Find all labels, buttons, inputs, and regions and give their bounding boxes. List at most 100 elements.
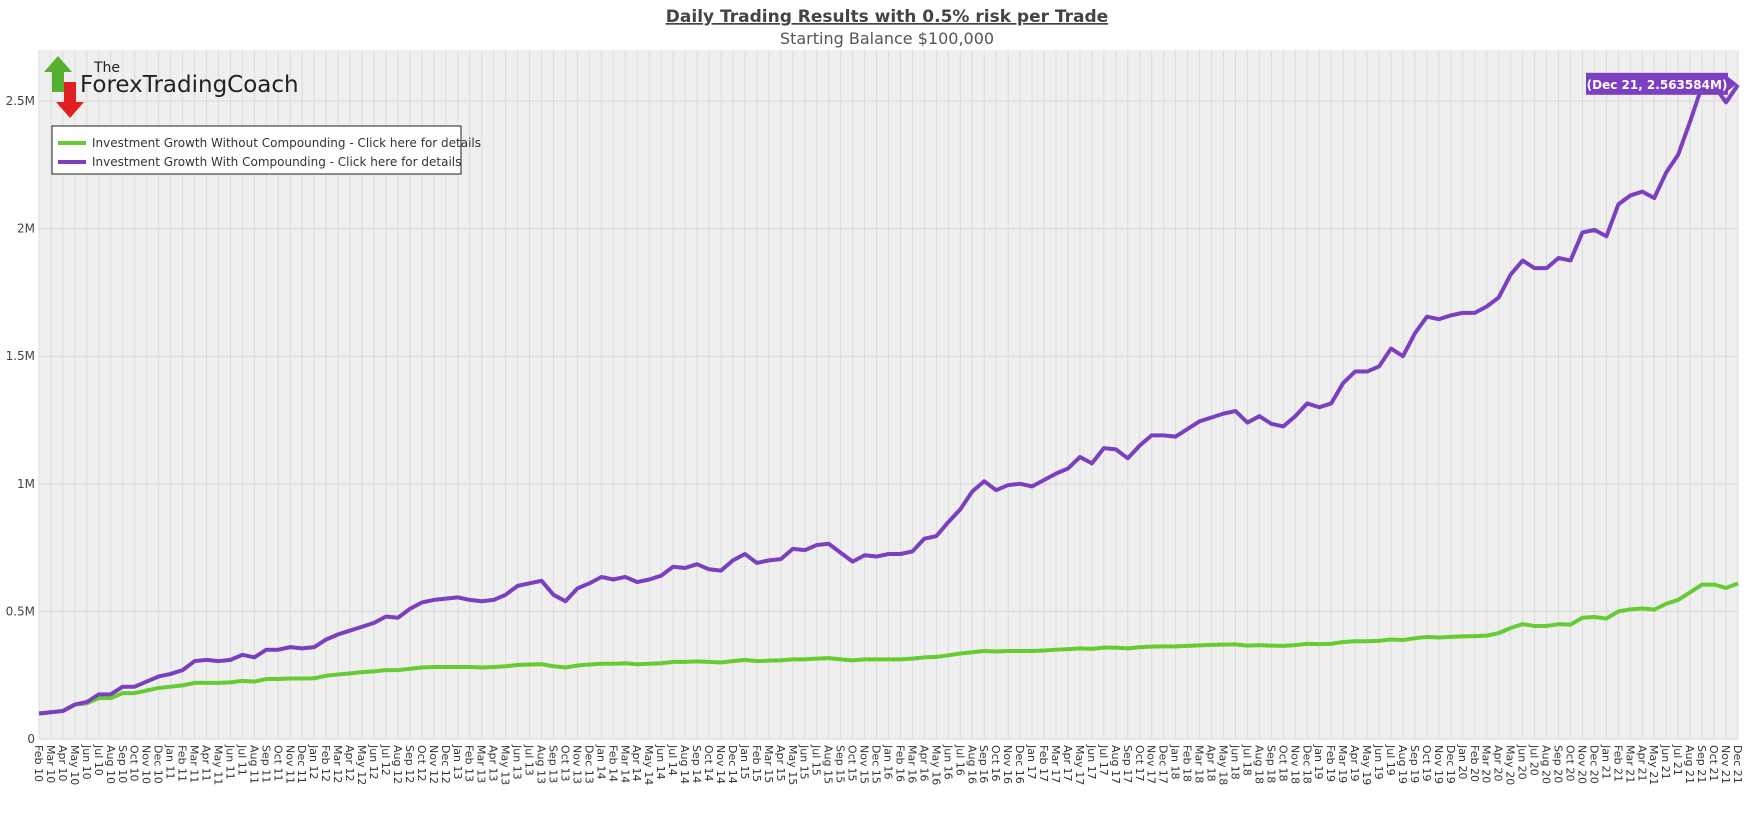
- x-tick-label: Jul 18: [1240, 744, 1253, 776]
- x-tick-label: Feb 12: [319, 745, 332, 782]
- x-tick-label: Jul 12: [379, 744, 392, 776]
- x-tick-label: Aug 13: [535, 745, 548, 784]
- x-tick-label: Oct 14: [702, 745, 715, 782]
- x-tick-label: Sep 19: [1408, 745, 1421, 783]
- y-tick-label: 2.5M: [6, 94, 35, 108]
- x-tick-label: Sep 21: [1695, 745, 1708, 783]
- x-tick-label: Jan 18: [1169, 744, 1182, 779]
- x-tick-label: Jun 12: [367, 744, 380, 780]
- x-tick-label: Feb 15: [750, 745, 763, 782]
- x-tick-label: Jul 20: [1528, 744, 1541, 776]
- x-tick-label: Jul 11: [235, 744, 248, 776]
- x-tick-label: Nov 14: [714, 745, 727, 784]
- x-tick-label: Jul 16: [953, 744, 966, 776]
- x-tick-label: May 16: [929, 745, 942, 785]
- x-tick-label: Jun 15: [798, 744, 811, 780]
- x-tick-label: Mar 11: [188, 745, 201, 783]
- x-tick-label: Oct 17: [1133, 745, 1146, 782]
- x-tick-label: Jun 11: [223, 744, 236, 780]
- x-tick-label: Mar 17: [1049, 745, 1062, 783]
- x-tick-label: Sep 14: [690, 745, 703, 783]
- logo: The ForexTradingCoach: [44, 56, 299, 118]
- x-tick-label: Jan 12: [307, 744, 320, 779]
- x-tick-label: Feb 16: [893, 745, 906, 782]
- x-tick-label: Dec 13: [582, 745, 595, 784]
- x-tick-label: Sep 18: [1264, 745, 1277, 783]
- x-tick-label: Mar 10: [44, 745, 57, 783]
- x-tick-label: Jan 11: [164, 744, 177, 779]
- x-tick-label: Mar 19: [1336, 745, 1349, 783]
- x-tick-label: Nov 18: [1288, 745, 1301, 784]
- x-tick-label: Oct 20: [1563, 745, 1576, 782]
- x-tick-label: Apr 14: [630, 745, 643, 782]
- x-tick-label: Jan 15: [738, 744, 751, 779]
- x-tick-label: Aug 15: [822, 745, 835, 784]
- annotation: (Dec 21, 2.563584M): [1586, 72, 1737, 95]
- x-tick-label: Dec 21: [1731, 745, 1744, 784]
- x-tick-label: Feb 21: [1611, 745, 1624, 782]
- x-tick-label: Apr 11: [200, 745, 213, 782]
- x-tick-label: Dec 20: [1587, 745, 1600, 784]
- x-tick-label: Jan 19: [1312, 744, 1325, 779]
- x-tick-label: Jan 17: [1025, 744, 1038, 779]
- x-tick-label: Nov 20: [1575, 745, 1588, 784]
- x-tick-label: Dec 16: [1013, 745, 1026, 784]
- x-tick-label: Jun 16: [941, 744, 954, 780]
- x-tick-label: Dec 12: [439, 745, 452, 784]
- x-tick-label: Aug 16: [965, 745, 978, 784]
- x-tick-label: Sep 20: [1552, 745, 1565, 783]
- x-tick-label: Feb 20: [1468, 745, 1481, 782]
- logo-down-arrow: [56, 82, 84, 118]
- series-line: [38, 581, 1739, 716]
- x-tick-label: Aug 17: [1109, 745, 1122, 784]
- x-tick-label: Oct 15: [846, 745, 859, 782]
- x-tick-label: Nov 12: [427, 745, 440, 784]
- x-tick-label: Aug 20: [1540, 745, 1553, 784]
- series-line: [38, 83, 1740, 716]
- x-tick-label: Nov 10: [140, 745, 153, 784]
- logo-text: The: [93, 60, 120, 76]
- x-tick-label: Jul 19: [1384, 744, 1397, 776]
- x-tick-label: Aug 21: [1683, 745, 1696, 784]
- legend-label[interactable]: Investment Growth With Compounding - Cli…: [92, 155, 461, 169]
- x-tick-label: Nov 11: [283, 745, 296, 784]
- x-tick-label: Feb 18: [1181, 745, 1194, 782]
- x-tick-label: Jun 17: [1085, 744, 1098, 780]
- x-tick-label: Feb 17: [1037, 745, 1050, 782]
- y-tick-label: 1.5M: [6, 349, 35, 363]
- x-tick-label: Mar 12: [331, 745, 344, 783]
- x-tick-label: Jul 13: [523, 744, 536, 776]
- x-tick-label: Mar 21: [1623, 745, 1636, 783]
- x-tick-label: Apr 15: [774, 745, 787, 782]
- x-tick-label: Oct 16: [989, 745, 1002, 782]
- x-tick-label: Nov 21: [1719, 745, 1732, 784]
- x-tick-label: May 18: [1217, 745, 1230, 785]
- x-tick-label: Feb 14: [606, 745, 619, 782]
- x-tick-label: Oct 12: [415, 745, 428, 782]
- x-tick-label: Oct 21: [1707, 745, 1720, 782]
- logo-text: ForexTradingCoach: [80, 72, 299, 98]
- x-tick-label: Jun 19: [1372, 744, 1385, 780]
- x-tick-label: Mar 15: [762, 745, 775, 783]
- x-tick-label: Aug 11: [247, 745, 260, 784]
- legend-label[interactable]: Investment Growth Without Compounding - …: [92, 136, 481, 150]
- x-tick-label: May 13: [499, 745, 512, 785]
- logo-up-arrow: [44, 56, 72, 92]
- x-tick-label: Aug 18: [1252, 745, 1265, 784]
- x-tick-label: Dec 10: [152, 745, 165, 784]
- legend-box: [51, 125, 462, 175]
- x-tick-label: May 21: [1647, 745, 1660, 785]
- x-tick-label: Aug 12: [391, 745, 404, 784]
- x-tick-label: Jan 16: [882, 744, 895, 779]
- x-tick-label: May 14: [642, 745, 655, 785]
- x-tick-label: Dec 17: [1157, 745, 1170, 784]
- x-tick-label: Apr 10: [56, 745, 69, 782]
- x-tick-label: Apr 17: [1061, 745, 1074, 782]
- x-tick-label: May 19: [1360, 745, 1373, 785]
- y-tick-label: 0.5M: [6, 604, 35, 618]
- x-tick-label: Feb 10: [32, 745, 45, 782]
- x-tick-label: Jun 18: [1228, 744, 1241, 780]
- x-tick-label: Mar 14: [618, 745, 631, 783]
- chart-subtitle: Starting Balance $100,000: [780, 29, 994, 48]
